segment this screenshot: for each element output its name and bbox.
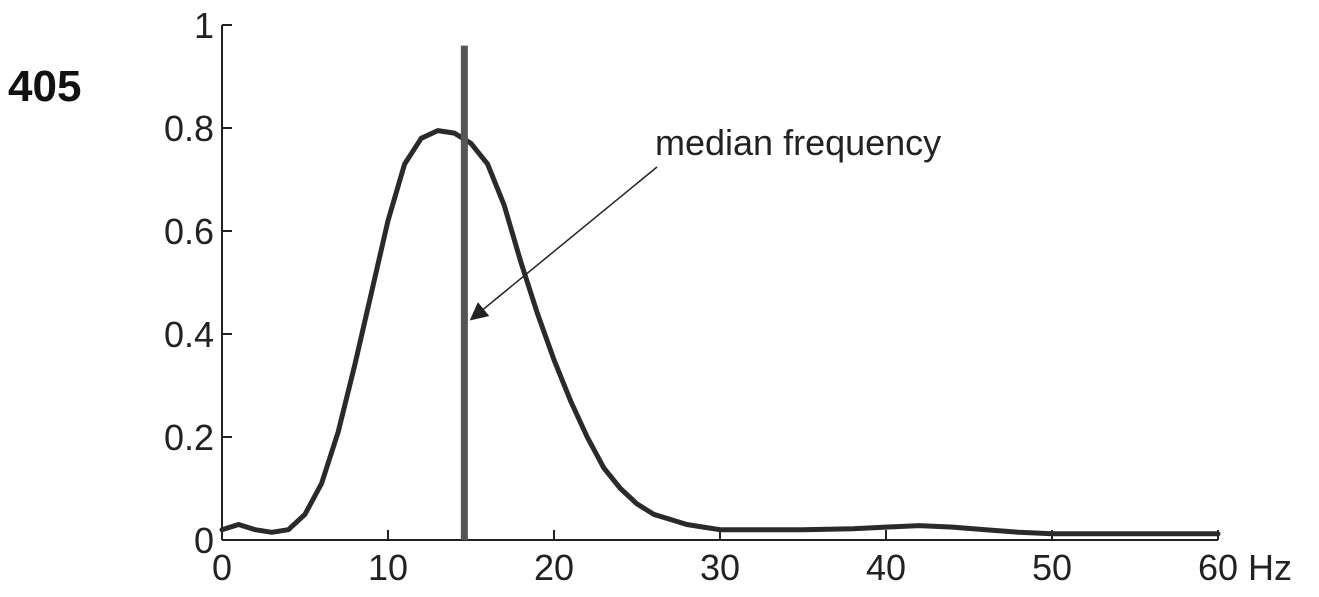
y-tick-label: 0.2 <box>164 417 214 458</box>
y-tick-label: 0.6 <box>164 211 214 252</box>
annotation-layer: median frequency <box>472 122 941 319</box>
axes: 00.20.40.60.810102030405060Hz <box>164 5 1292 588</box>
annotation-text: median frequency <box>655 122 941 163</box>
series-layer <box>222 131 1218 534</box>
x-tick-label: 30 <box>700 547 740 588</box>
y-tick-label: 1 <box>194 5 214 46</box>
x-tick-label: 50 <box>1032 547 1072 588</box>
x-tick-label: 60 <box>1198 547 1238 588</box>
y-tick-label: 0 <box>194 520 214 561</box>
y-tick-label: 0.4 <box>164 314 214 355</box>
x-tick-label: 10 <box>368 547 408 588</box>
x-tick-label: 20 <box>534 547 574 588</box>
x-tick-label: 40 <box>866 547 906 588</box>
spectrum-line <box>222 131 1218 534</box>
x-unit-label: Hz <box>1248 547 1292 588</box>
y-tick-label: 0.8 <box>164 108 214 149</box>
x-tick-label: 0 <box>212 547 232 588</box>
